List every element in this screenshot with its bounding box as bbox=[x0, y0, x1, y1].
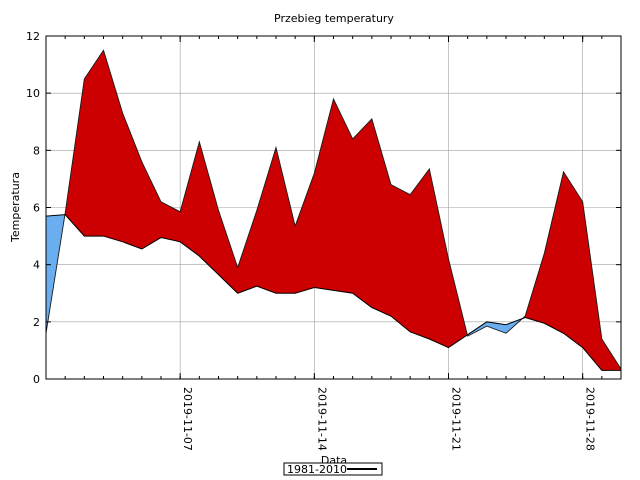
legend-label: 1981-2010 bbox=[287, 463, 347, 476]
legend: 1981-2010 bbox=[283, 462, 383, 476]
x-axis: 2019-11-07 2019-11-14 2019-11-21 2019-11-28 bbox=[64, 36, 603, 451]
y-axis-label: Temperatura bbox=[9, 172, 22, 243]
y-axis: 0 2 4 6 8 10 12 bbox=[26, 30, 621, 386]
above-normal-fill bbox=[64, 50, 468, 348]
y-tick-label: 12 bbox=[26, 30, 40, 43]
legend-box bbox=[283, 462, 383, 476]
chart-title: Przebieg temperatury bbox=[274, 12, 394, 25]
normal-1981-2010-line bbox=[45, 214, 621, 371]
y-tick-label: 4 bbox=[33, 259, 40, 272]
x-tick-label: 2019-11-28 bbox=[584, 387, 597, 451]
y-tick-label: 10 bbox=[26, 87, 40, 100]
below-normal-fill bbox=[467, 318, 523, 337]
series-lines bbox=[45, 49, 622, 371]
above-normal-fill bbox=[522, 171, 621, 371]
x-tick-label: 2019-11-14 bbox=[315, 387, 328, 451]
y-tick-label: 2 bbox=[33, 316, 40, 329]
temperature-line bbox=[45, 49, 622, 370]
x-tick-label: 2019-11-21 bbox=[450, 387, 463, 451]
x-tick-label: 2019-11-07 bbox=[181, 387, 194, 451]
y-tick-label: 8 bbox=[33, 144, 40, 157]
y-tick-label: 0 bbox=[33, 373, 40, 386]
y-tick-label: 6 bbox=[33, 202, 40, 215]
